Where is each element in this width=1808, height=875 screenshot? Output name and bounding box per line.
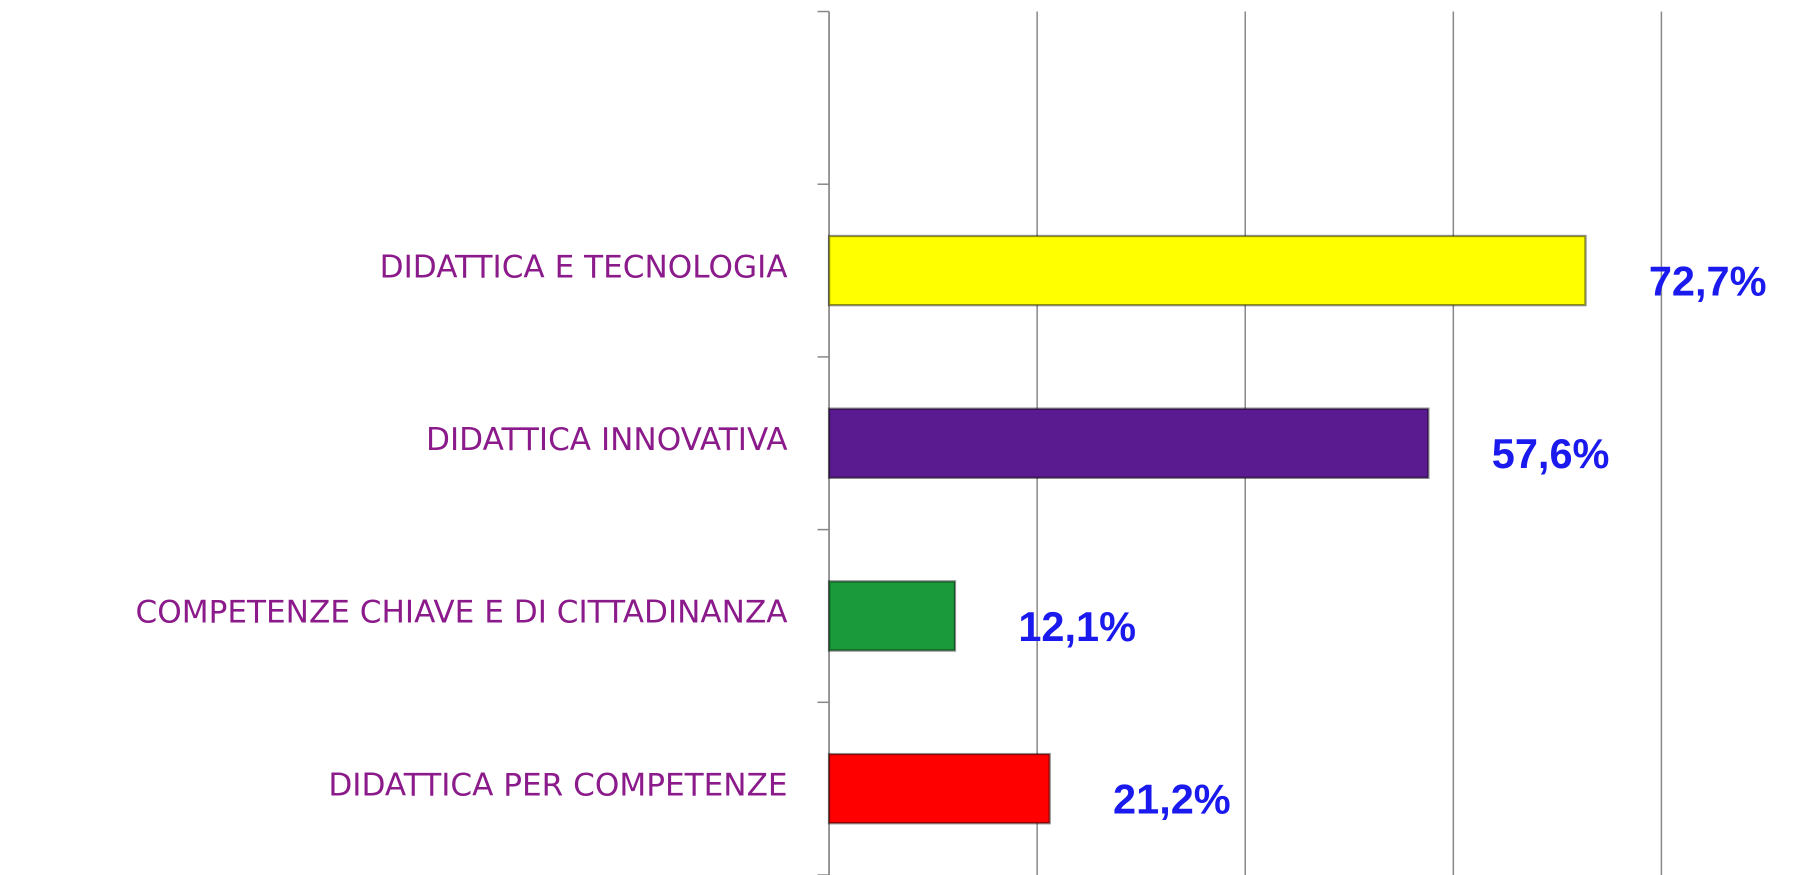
data-label: 21,2% bbox=[1113, 775, 1231, 822]
bar bbox=[827, 752, 1051, 825]
data-label: 72,7% bbox=[1649, 257, 1767, 304]
bar bbox=[827, 580, 957, 652]
y-tick-label: DIDATTICA PER COMPETENZE bbox=[328, 767, 787, 803]
y-tick-label: COMPETENZE CHIAVE E DI CITTADINANZA bbox=[136, 595, 789, 631]
y-tick-label: DIDATTICA E TECNOLOGIA bbox=[380, 249, 789, 285]
y-tick-label: DIDATTICA INNOVATIVA bbox=[426, 422, 788, 458]
bar bbox=[827, 407, 1430, 480]
data-label: 12,1% bbox=[1018, 603, 1136, 650]
bar bbox=[827, 234, 1587, 307]
data-label: 57,6% bbox=[1492, 430, 1610, 477]
